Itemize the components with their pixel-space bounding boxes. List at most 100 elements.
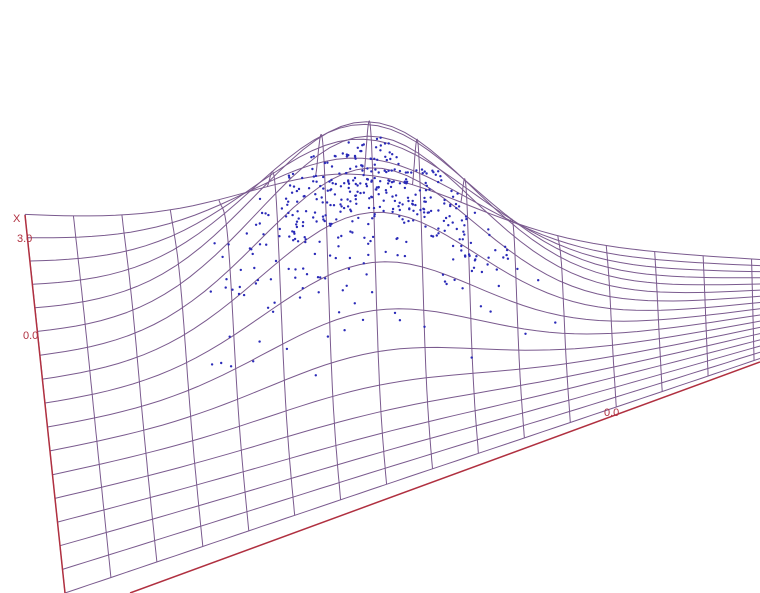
scatter-point	[326, 335, 330, 338]
scatter-point	[362, 173, 365, 177]
scatter-point	[424, 181, 427, 185]
scatter-point	[370, 170, 373, 173]
scatter-point	[487, 228, 490, 231]
scatter-point	[359, 191, 362, 195]
scatter-point	[361, 169, 364, 172]
scatter-point	[387, 169, 390, 172]
scatter-point	[389, 185, 393, 189]
axis-line	[129, 361, 760, 593]
scatter-point	[329, 203, 332, 207]
scatter-point	[346, 205, 350, 208]
scatter-point	[396, 237, 399, 240]
scatter-point	[312, 216, 315, 219]
scatter-point	[349, 208, 352, 211]
scatter-point	[365, 273, 368, 276]
scatter-point	[314, 193, 317, 196]
scatter-point	[391, 195, 394, 198]
scatter-point	[310, 156, 313, 159]
scatter-point	[473, 211, 477, 214]
scatter-point	[251, 252, 254, 256]
scatter-point	[537, 279, 540, 282]
scatter-point	[324, 214, 327, 217]
scatter-point	[349, 167, 352, 170]
scatter-point	[365, 185, 369, 188]
scatter-point	[387, 142, 390, 145]
scatter-point	[269, 278, 273, 281]
scatter-point	[376, 158, 379, 161]
scatter-point	[470, 356, 473, 359]
scatter-point	[387, 179, 390, 182]
scatter-point	[260, 211, 264, 215]
scatter-point	[408, 208, 411, 211]
scatter-point	[443, 202, 446, 205]
grid-line	[29, 138, 760, 273]
scatter-point	[328, 222, 332, 225]
scatter-point	[330, 165, 334, 168]
scatter-point	[324, 277, 327, 280]
scatter-point	[258, 222, 261, 225]
scatter-point	[351, 220, 354, 223]
scatter-point	[227, 243, 230, 246]
scatter-point	[345, 153, 349, 156]
scatter-point	[311, 167, 314, 171]
scatter-point	[360, 164, 363, 167]
scatter-point	[435, 234, 438, 237]
scatter-point	[354, 157, 357, 160]
scatter-point	[489, 310, 492, 313]
scatter-point	[458, 238, 461, 241]
scatter-point	[437, 209, 440, 212]
scatter-point	[424, 225, 427, 228]
grid-line	[37, 135, 760, 332]
grid-line	[32, 123, 760, 285]
scatter-point	[239, 268, 242, 272]
scatter-point	[486, 263, 489, 266]
scatter-point	[401, 218, 404, 221]
scatter-point	[298, 296, 302, 299]
scatter-point	[332, 204, 336, 207]
scatter-point	[370, 180, 373, 183]
scatter-point	[333, 154, 336, 158]
scatter-point	[460, 219, 464, 222]
scatter-point	[388, 151, 391, 154]
scatter-point	[224, 286, 227, 289]
scatter-point	[497, 284, 500, 288]
scatter-point	[345, 171, 348, 175]
scatter-point	[415, 169, 418, 172]
scatter-point	[505, 248, 509, 252]
scatter-point	[390, 181, 394, 184]
scatter-point	[398, 201, 401, 204]
scatter-point	[303, 236, 306, 239]
scatter-point	[356, 184, 359, 187]
scatter-point	[379, 144, 382, 147]
scatter-point	[242, 293, 246, 297]
scatter-point	[439, 175, 442, 178]
scatter-point	[384, 250, 387, 254]
scatter-point	[307, 187, 311, 190]
scatter-point	[337, 236, 340, 239]
scatter-point	[319, 184, 322, 188]
scatter-point	[407, 199, 410, 203]
scatter-point	[465, 217, 468, 221]
scatter-point	[354, 194, 357, 197]
scatter-point	[451, 221, 454, 224]
scatter-point	[487, 256, 490, 259]
grid-line	[39, 167, 760, 356]
scatter-point	[314, 174, 318, 178]
scatter-point	[445, 282, 448, 286]
scatter-point	[463, 233, 466, 236]
scatter-point	[333, 193, 337, 196]
scatter-point	[322, 175, 325, 179]
scatter-point	[265, 243, 268, 246]
scatter-point	[297, 217, 300, 220]
scatter-point	[339, 203, 342, 206]
scatter-point	[354, 182, 357, 186]
scatter-point	[287, 200, 290, 203]
scatter-point	[229, 365, 233, 368]
scatter-point	[296, 240, 300, 243]
scatter-point	[287, 267, 290, 271]
scatter-point	[379, 149, 382, 152]
scatter-point	[334, 182, 337, 186]
scatter-point	[337, 311, 341, 314]
scatter-point	[460, 249, 463, 252]
scatter-point	[403, 254, 407, 258]
